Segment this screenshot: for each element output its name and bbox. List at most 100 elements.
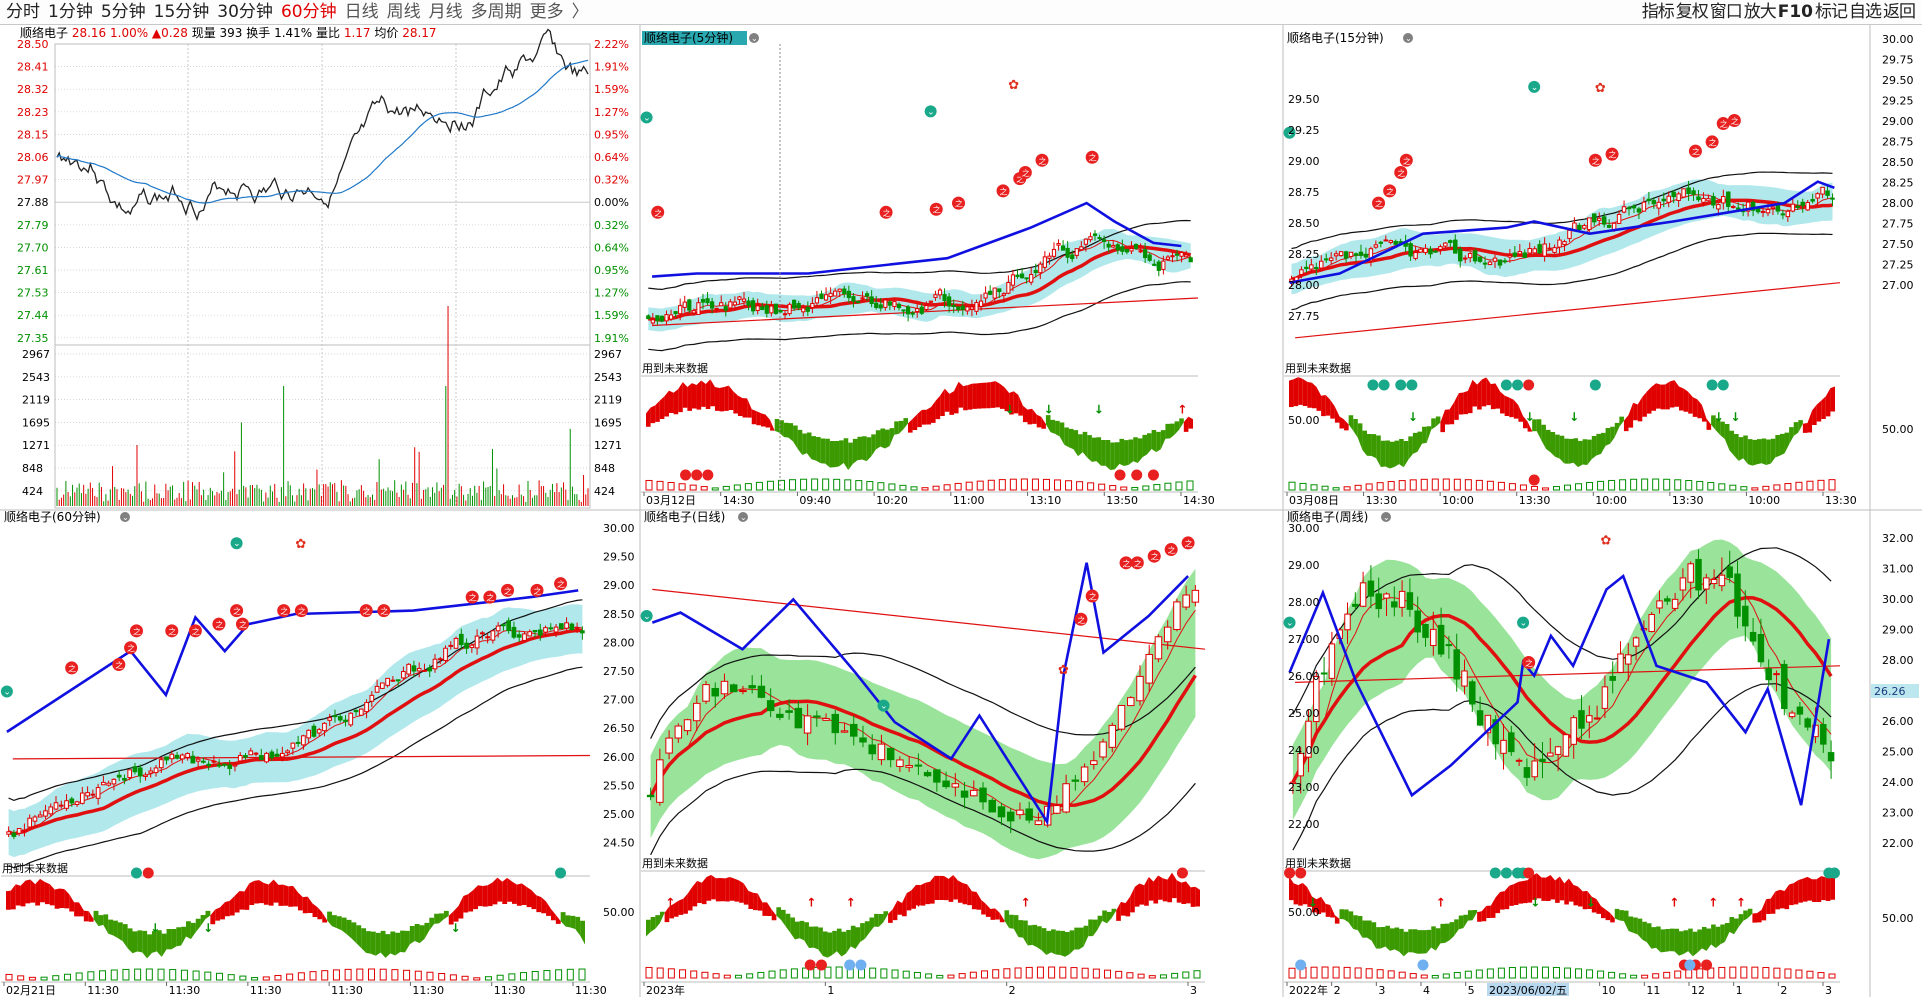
tool-6[interactable]: 自选 [1849,2,1882,22]
sell-signal-icon [1085,589,1099,603]
candle-body [332,715,338,718]
sub-volume-bar [1707,482,1715,491]
sub-volume-bar [1751,487,1759,491]
right-axis-top-tick: 29.25 [1882,95,1914,108]
macd-area [161,933,167,957]
sub-volume-bar [262,976,270,981]
period-tab-11[interactable]: 〉 [571,2,589,22]
macd-area [944,388,950,412]
sub-volume-bar [712,973,720,979]
chevron-down-icon[interactable] [738,512,748,522]
macd-area [546,901,551,916]
tool-5[interactable]: 标记 [1815,2,1848,22]
sub-volume-bar [925,973,933,979]
panel-5min: 顺络电子(5分钟) ⌄用到未来数据之之之之之之之之 之⌄⌄✿↓ ↓ ↓ ↑03月12日 14… [640,30,1215,507]
candle-body [1609,676,1616,681]
sub-volume-bar [1729,966,1737,979]
macd-area [1137,438,1143,463]
macd-area [1568,438,1574,464]
macd-area [1408,436,1413,460]
indicator-dot-icon [1176,867,1188,879]
macd-area [1610,426,1615,444]
period-tab-6[interactable]: 日线 [344,2,379,22]
period-tab-0[interactable]: 分时 [6,2,40,22]
macd-area [268,879,274,906]
candle-body [778,310,783,313]
sell-signal-glyph: 之 [115,660,123,670]
candle-body [343,719,348,723]
tool-3[interactable]: 放大 [1743,2,1777,22]
period-tab-7[interactable]: 周线 [386,2,421,22]
candle-body [1570,717,1577,745]
candle-body [1074,248,1079,256]
candle-body [148,770,154,774]
candle-body [1033,269,1038,274]
candle-body [702,684,710,702]
macd-area [1729,430,1735,456]
macd-area [1798,420,1803,433]
period-tab-5[interactable]: 60分钟 [280,2,337,22]
macd-area [322,912,328,923]
sell-signal-icon [112,658,126,672]
sub-volume-bar [899,484,907,491]
macd-area [917,409,922,428]
candle-body [1083,238,1088,245]
candle-body [691,310,696,314]
candle-body [919,306,924,314]
sub-volume-bar [368,968,376,981]
macd-area [468,890,474,912]
tool-2[interactable]: 窗口 [1709,2,1743,22]
chevron-down-icon[interactable] [1403,33,1413,43]
tool-7[interactable]: 返回 [1883,2,1916,22]
macd-area [1055,930,1061,955]
period-tab-10[interactable]: 更多 [529,2,564,22]
period-tab-9[interactable]: 多周期 [470,2,522,22]
macd-area [825,438,830,468]
sell-signal-glyph: 之 [1609,150,1617,160]
tool-4[interactable]: F10 [1777,2,1813,22]
macd-area [385,934,391,958]
candle-body [1179,252,1184,257]
period-tab-4[interactable]: 30分钟 [217,2,273,22]
candle-body [1621,206,1627,213]
candle-body [1735,207,1741,210]
candle-body [1368,248,1374,262]
sell-signal-glyph: 之 [280,606,288,616]
macd-area [1807,876,1813,901]
tool-1[interactable]: 复权 [1675,2,1709,22]
candle-body [1188,257,1193,263]
chevron-down-icon[interactable] [749,33,759,43]
price-tick: 26.00 [1288,670,1320,683]
candle-body [564,622,569,629]
macd-area [857,436,863,461]
sell-signal-glyph: 之 [1039,156,1047,166]
macd-area [1018,920,1024,938]
candle-body [227,764,233,769]
macd-area [916,884,921,906]
intraday-price-tick: 27.97 [17,174,49,187]
candle-body [1333,253,1339,257]
sub-volume-bar [1795,969,1803,979]
chevron-down-icon[interactable] [120,512,130,522]
macd-area [1807,410,1813,433]
chart-area[interactable]: 顺络电子 28.16 1.00% ▲0.28 现量 393 换手 1.41% 量… [0,25,1922,997]
price-tick: 29.00 [1288,559,1320,572]
candle-body [1383,239,1389,242]
macd-area [1766,898,1771,914]
intraday-pct-tick: 0.95% [594,128,629,141]
macd-area [724,385,729,411]
period-tab-3[interactable]: 15分钟 [153,2,210,22]
candle-body [258,755,264,761]
sub-volume-bar [888,483,896,491]
chevron-down-icon[interactable] [1381,512,1391,522]
macd-area [507,877,513,902]
buy-signal-glyph: ⌄ [1286,619,1294,629]
time-tick: 3 [1825,984,1832,997]
macd-area [1181,881,1187,905]
period-tab-8[interactable]: 月线 [428,2,463,22]
macd-area [1165,423,1171,439]
period-tab-1[interactable]: 1分钟 [48,2,93,22]
period-tab-2[interactable]: 5分钟 [100,2,146,22]
candle-body [1393,240,1398,245]
tool-0[interactable]: 指标 [1641,2,1675,22]
